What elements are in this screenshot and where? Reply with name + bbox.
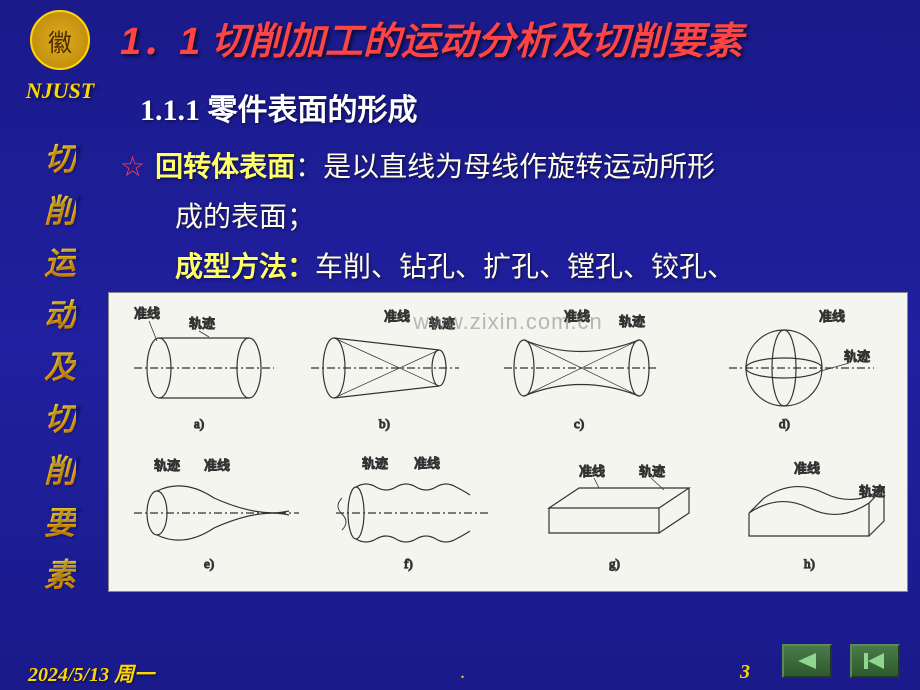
label-guiji: 轨迹	[639, 464, 665, 479]
sublabel-b: b)	[379, 416, 390, 431]
star-bullet: ☆	[120, 152, 145, 183]
label-zhunxian: 准线	[819, 309, 845, 324]
term-label: 回转体表面	[155, 152, 295, 183]
footer-dot: .	[460, 661, 465, 684]
section-subtitle: 1.1.1 零件表面的形成	[140, 85, 900, 129]
label-guiji: 轨迹	[189, 316, 215, 331]
label-zhunxian: 准线	[134, 306, 160, 321]
label-zhunxian: 准线	[579, 464, 605, 479]
page-title: 1．1 切削加工的运动分析及切削要素	[120, 10, 900, 65]
vchar: 削	[44, 186, 76, 232]
desc-text: 是以直线为母线作旋转运动所形	[323, 152, 715, 183]
sublabel-f: f)	[404, 556, 413, 571]
vchar: 及	[44, 342, 76, 388]
label-guiji: 轨迹	[859, 484, 885, 499]
sidebar-vertical-title: 切 削 运 动 及 切 削 要 素	[44, 134, 76, 596]
watermark-text: www.zixin.com.cn	[413, 309, 603, 335]
label-zhunxian: 准线	[384, 309, 410, 324]
desc-text: 成的表面；	[175, 202, 315, 233]
page-number: 3	[740, 661, 750, 684]
sidebar: 徽 NJUST 切 削 运 动 及 切 削 要 素	[0, 0, 120, 620]
method-label: 成型方法：	[175, 252, 315, 283]
sublabel-c: c)	[574, 416, 584, 431]
sublabel-g: g)	[609, 556, 620, 571]
label-zhunxian: 准线	[204, 458, 230, 473]
vchar: 素	[44, 550, 76, 596]
label-zhunxian: 准线	[414, 456, 440, 471]
prev-icon	[794, 651, 820, 671]
label-zhunxian: 准线	[794, 461, 820, 476]
sublabel-h: h)	[804, 556, 815, 571]
vchar: 要	[44, 498, 76, 544]
njust-logo: 徽	[30, 10, 90, 70]
first-icon	[860, 651, 890, 671]
main-content: 1．1 切削加工的运动分析及切削要素 1.1.1 零件表面的形成 ☆ 回转体表面…	[120, 10, 900, 297]
diagram-svg: 轨迹 准线 a) 准线 轨迹 b)	[109, 293, 909, 593]
diagram-figure: www.zixin.com.cn 轨迹 准线 a)	[108, 292, 908, 592]
footer-date: 2024/5/13 周一	[28, 658, 154, 687]
nav-buttons	[782, 644, 900, 678]
methods-text: 车削、钻孔、扩孔、镗孔、铰孔、	[315, 252, 735, 283]
label-guiji: 轨迹	[619, 314, 645, 329]
body-line-3: 成型方法：车削、钻孔、扩孔、镗孔、铰孔、	[175, 247, 900, 289]
label-guiji: 轨迹	[362, 456, 388, 471]
sublabel-d: d)	[779, 416, 790, 431]
label-guiji: 轨迹	[154, 458, 180, 473]
sublabel-e: e)	[204, 556, 214, 571]
sublabel-a: a)	[194, 416, 204, 431]
first-button[interactable]	[850, 644, 900, 678]
vchar: 切	[44, 134, 76, 180]
footer: 2024/5/13 周一 . 3	[0, 630, 920, 690]
vchar: 切	[44, 394, 76, 440]
prev-button[interactable]	[782, 644, 832, 678]
org-label: NJUST	[26, 78, 94, 104]
label-guiji: 轨迹	[844, 349, 870, 364]
body-line-2: 成的表面；	[175, 197, 900, 239]
vchar: 运	[44, 238, 76, 284]
body-line-1: ☆ 回转体表面：是以直线为母线作旋转运动所形	[120, 147, 900, 189]
colon: ：	[295, 152, 323, 183]
vchar: 动	[44, 290, 76, 336]
vchar: 削	[44, 446, 76, 492]
